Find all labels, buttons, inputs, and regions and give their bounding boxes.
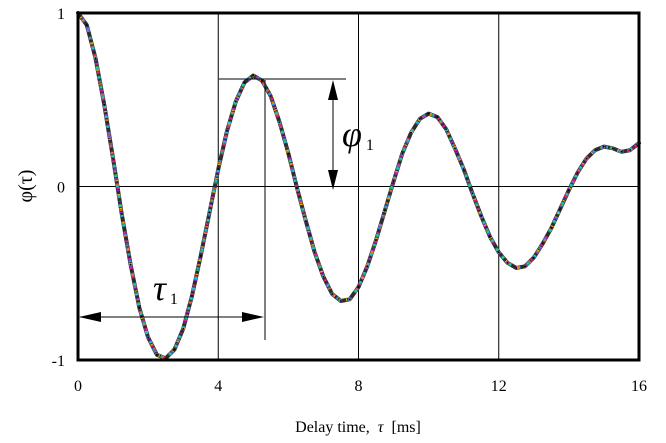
grid-lines [78,13,639,360]
data-point [322,275,325,278]
x-axis-label-symbol: τ [378,419,385,436]
data-point [611,147,614,150]
annotations: φ 1 τ 1 [79,78,374,340]
data-point [418,117,421,120]
data-point [375,239,377,242]
data-point [427,112,430,115]
tau-annotation: τ 1 [153,268,178,308]
x-axis-label-prefix: Delay time, [295,419,370,436]
data-point [147,336,150,339]
data-point [497,251,500,254]
data-point [252,74,255,77]
data-point [348,298,351,301]
data-point [366,265,369,268]
curve-layer [76,11,641,361]
data-point [594,149,597,151]
tau-symbol: τ [153,268,167,308]
tick-labels: 0 4 8 12 16 1 0 -1 [52,6,647,395]
x-axis-label: Delay time, τ [ms] [295,419,421,436]
data-point [340,300,342,302]
tau-subscript: 1 [170,291,178,308]
data-point [217,168,220,171]
phi-arrow-down-head [328,170,338,190]
y-tick-label: 0 [57,180,65,197]
data-point [480,215,483,217]
data-point [305,220,307,223]
data-point [471,192,474,195]
y-tick-label: 1 [57,6,65,23]
phi-symbol: φ [342,114,362,154]
data-point [103,104,106,106]
data-point [155,353,158,356]
data-point [85,24,88,27]
data-point [515,267,518,269]
tau-arrow-left-head [79,312,101,322]
data-point [120,213,123,216]
data-point [559,208,562,210]
data-point [603,145,605,148]
data-point [243,81,246,84]
phi-subscript: 1 [366,137,374,154]
data-point [506,261,509,264]
data-point [436,116,439,118]
data-point [182,327,185,330]
phi-arrow-up-head [328,80,338,100]
data-point [313,251,316,254]
data-point [576,171,579,174]
data-point [445,128,448,131]
plot-frame [76,11,641,362]
x-tick-label: 0 [74,378,82,395]
data-point [524,265,526,268]
data-point [489,235,491,238]
y-axis-label: φ(τ) [15,170,37,203]
data-point [550,227,553,230]
data-point [401,152,404,155]
x-tick-label: 16 [631,378,647,395]
x-tick-label: 4 [214,378,222,395]
x-tick-label: 12 [491,378,507,395]
y-tick-label: -1 [52,353,65,370]
x-axis-label-unit: [ms] [392,419,421,436]
data-point [392,180,395,183]
data-point [129,263,132,266]
data-point [383,209,386,212]
data-point [278,121,281,124]
data-point [296,187,299,190]
data-point [191,294,193,297]
data-point [138,307,141,309]
data-point [208,211,211,214]
data-point [629,149,632,151]
data-point [261,79,263,82]
data-point [199,255,202,257]
data-point [410,131,412,134]
series-line-speckle [76,12,640,360]
data-point [331,293,334,295]
x-tick-label: 8 [355,378,363,395]
data-point [454,147,456,150]
data-point [234,100,237,103]
data-point [173,348,176,351]
data-point [269,95,272,98]
data-point [462,168,465,171]
data-point [357,286,360,289]
data-point [585,157,588,160]
data-point [226,130,228,132]
data-point [94,57,97,60]
data-point [541,242,544,245]
data-point [287,152,290,155]
data-point [620,150,623,153]
data-point [112,157,114,160]
data-point [532,256,535,259]
data-point [567,189,570,191]
phi-annotation: φ 1 [342,114,374,154]
tau-arrow-right-head [242,312,264,322]
